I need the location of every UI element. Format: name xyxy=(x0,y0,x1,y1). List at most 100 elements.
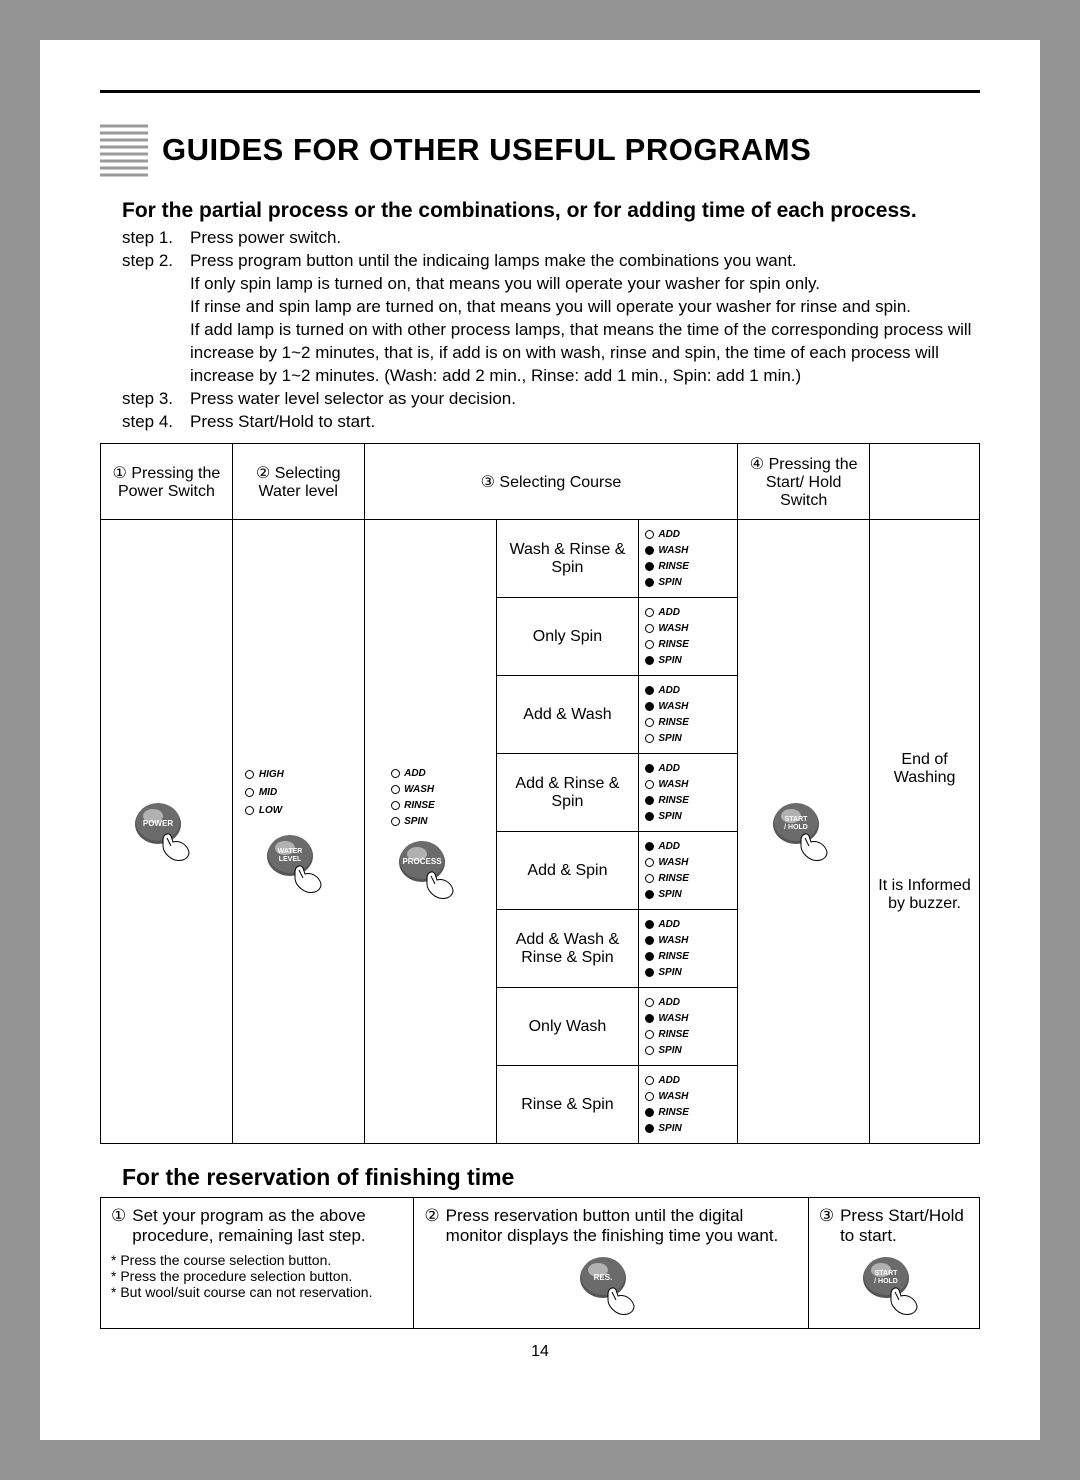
lamp-add: ADD xyxy=(645,1073,731,1088)
course-lamps: ADD WASH RINSE SPIN xyxy=(639,988,738,1066)
svg-text:PROCESS: PROCESS xyxy=(403,857,443,866)
course-lamps: ADD WASH RINSE SPIN xyxy=(639,754,738,832)
lamp-rinse: RINSE xyxy=(645,949,731,964)
course-name: Only Wash xyxy=(496,988,639,1066)
step-row: If only spin lamp is turned on, that mea… xyxy=(122,273,980,296)
svg-text:WATER: WATER xyxy=(278,848,303,855)
power-cell: POWER xyxy=(101,520,233,1144)
section1-heading: For the partial process or the combinati… xyxy=(122,199,980,223)
lamp-wash: WASH xyxy=(645,621,731,636)
step-row: step 3.Press water level selector as you… xyxy=(122,388,980,411)
course-name: Wash & Rinse & Spin xyxy=(496,520,639,598)
water-level-button-icon: WATER LEVEL xyxy=(265,834,331,898)
process-cell: ADD WASH RINSE SPIN PROCESS xyxy=(364,520,496,1144)
lamp-wash: WASH xyxy=(645,543,731,558)
start-cell: START / HOLD xyxy=(738,520,870,1144)
svg-text:/ HOLD: / HOLD xyxy=(874,1278,898,1285)
lamp-spin: SPIN xyxy=(645,887,731,902)
lamp-spin: SPIN xyxy=(645,575,731,590)
course-lamps: ADD WASH RINSE SPIN xyxy=(639,832,738,910)
lamp-spin: SPIN xyxy=(645,965,731,980)
hdr-course: ③ Selecting Course xyxy=(364,444,738,520)
lamp-rinse: RINSE xyxy=(645,1105,731,1120)
lamp-add: ADD xyxy=(645,683,731,698)
power-button-icon: POWER xyxy=(133,802,199,866)
course-name: Add & Rinse & Spin xyxy=(496,754,639,832)
page-title: GUIDES FOR OTHER USEFUL PROGRAMS xyxy=(162,132,811,168)
hdr-end xyxy=(870,444,980,520)
step-row: If rinse and spin lamp are turned on, th… xyxy=(122,296,980,319)
lamp-spin: SPIN xyxy=(645,1043,731,1058)
hdr-start: ④ Pressing the Start/ Hold Switch xyxy=(738,444,870,520)
lamp-wash: WASH xyxy=(645,777,731,792)
course-name: Only Spin xyxy=(496,598,639,676)
course-lamps: ADD WASH RINSE SPIN xyxy=(639,520,738,598)
svg-text:LEVEL: LEVEL xyxy=(279,856,302,863)
svg-text:POWER: POWER xyxy=(143,819,173,828)
course-lamps: ADD WASH RINSE SPIN xyxy=(639,676,738,754)
course-lamps: ADD WASH RINSE SPIN xyxy=(639,910,738,988)
start-button-icon: START / HOLD xyxy=(861,1256,927,1320)
lamp-rinse: RINSE xyxy=(645,637,731,652)
main-table: ① Pressing the Power Switch ② Selecting … xyxy=(100,443,980,1144)
course-lamps: ADD WASH RINSE SPIN xyxy=(639,1066,738,1144)
lamp-add: ADD xyxy=(645,839,731,854)
reservation-cell: ①Set your program as the above procedure… xyxy=(101,1198,414,1329)
start-hold-button-icon: START / HOLD xyxy=(771,802,837,866)
lamp-wash: WASH xyxy=(645,1089,731,1104)
lamp-add: ADD xyxy=(645,917,731,932)
course-name: Add & Wash xyxy=(496,676,639,754)
lamp-spin: SPIN xyxy=(645,809,731,824)
res-button-icon: RES. xyxy=(578,1256,644,1320)
steps-list: step 1.Press power switch.step 2.Press p… xyxy=(122,227,980,433)
hdr-power: ① Pressing the Power Switch xyxy=(101,444,233,520)
lamp-add: ADD xyxy=(645,527,731,542)
lamp-rinse: RINSE xyxy=(645,715,731,730)
lamp-rinse: RINSE xyxy=(645,793,731,808)
lamp-spin: SPIN xyxy=(645,653,731,668)
lamp-rinse: RINSE xyxy=(645,871,731,886)
lamp-rinse: RINSE xyxy=(645,1027,731,1042)
step-row: If add lamp is turned on with other proc… xyxy=(122,319,980,388)
lamp-add: ADD xyxy=(645,761,731,776)
section2-heading: For the reservation of finishing time xyxy=(122,1164,980,1191)
course-row: POWER HIGHMIDLOW WATER LEVEL ADD xyxy=(101,520,980,598)
svg-text:/ HOLD: / HOLD xyxy=(784,824,808,831)
lamp-rinse: RINSE xyxy=(645,559,731,574)
lamp-add: ADD xyxy=(645,995,731,1010)
lamp-add: ADD xyxy=(645,605,731,620)
lamp-spin: SPIN xyxy=(391,814,469,829)
top-rule xyxy=(100,90,980,93)
course-name: Add & Spin xyxy=(496,832,639,910)
lamp-add: ADD xyxy=(391,766,469,781)
reservation-table: ①Set your program as the above procedure… xyxy=(100,1197,980,1329)
lamp-wash: WASH xyxy=(391,782,469,797)
course-lamps: ADD WASH RINSE SPIN xyxy=(639,598,738,676)
reservation-cell: ③Press Start/Hold to start. START / HOLD xyxy=(808,1198,979,1329)
reservation-bullets: Press the course selection button.Press … xyxy=(111,1252,403,1300)
process-button-icon: PROCESS xyxy=(397,840,463,904)
lamp-wash: WASH xyxy=(645,933,731,948)
hdr-water: ② Selecting Water level xyxy=(232,444,364,520)
step-row: step 4.Press Start/Hold to start. xyxy=(122,411,980,434)
page-number: 14 xyxy=(100,1343,980,1361)
water-cell: HIGHMIDLOW WATER LEVEL xyxy=(232,520,364,1144)
course-name: Rinse & Spin xyxy=(496,1066,639,1144)
end-cell: End of WashingIt is Informed by buzzer. xyxy=(870,520,980,1144)
reservation-cell: ②Press reservation button until the digi… xyxy=(414,1198,808,1329)
lamp-wash: WASH xyxy=(645,855,731,870)
title-row: GUIDES FOR OTHER USEFUL PROGRAMS xyxy=(100,121,980,179)
lamp-spin: SPIN xyxy=(645,1121,731,1136)
lamp-rinse: RINSE xyxy=(391,798,469,813)
lamp-wash: WASH xyxy=(645,699,731,714)
step-row: step 2.Press program button until the in… xyxy=(122,250,980,273)
lamp-wash: WASH xyxy=(645,1011,731,1026)
svg-text:START: START xyxy=(784,816,808,823)
water-level-list: HIGHMIDLOW xyxy=(245,766,358,820)
step-row: step 1.Press power switch. xyxy=(122,227,980,250)
page: GUIDES FOR OTHER USEFUL PROGRAMS For the… xyxy=(40,40,1040,1440)
title-stripes-icon xyxy=(100,121,148,179)
svg-text:START: START xyxy=(875,1270,899,1277)
svg-text:RES.: RES. xyxy=(594,1273,613,1282)
lamp-spin: SPIN xyxy=(645,731,731,746)
